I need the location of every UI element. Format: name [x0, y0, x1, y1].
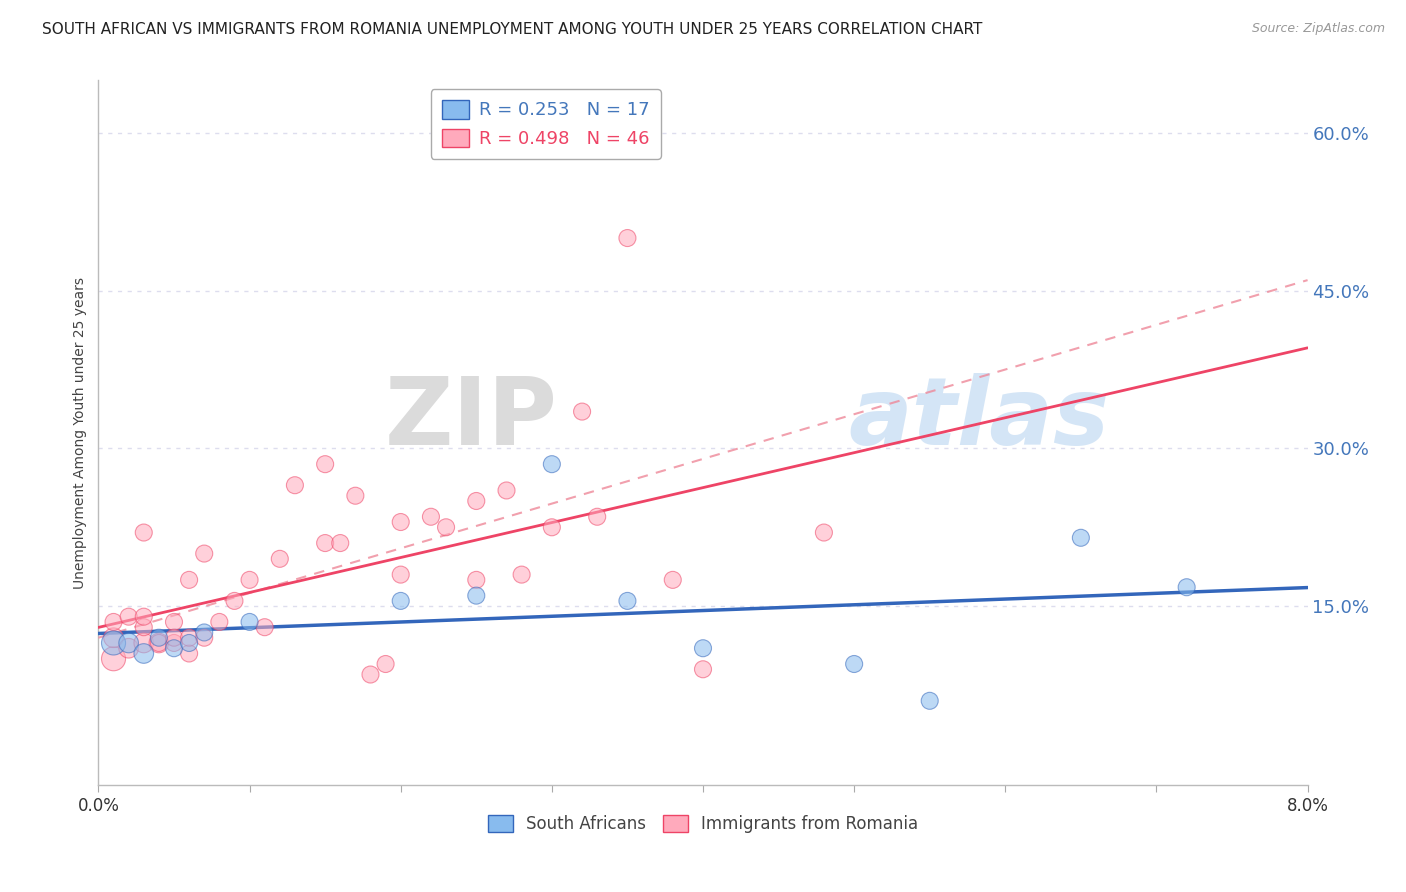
Point	[148, 636, 170, 650]
Point	[813, 525, 835, 540]
Point	[284, 478, 307, 492]
Point	[495, 483, 517, 498]
Y-axis label: Unemployment Among Youth under 25 years: Unemployment Among Youth under 25 years	[73, 277, 87, 589]
Point	[193, 625, 215, 640]
Text: atlas: atlas	[848, 373, 1109, 465]
Point	[132, 620, 155, 634]
Point	[420, 509, 443, 524]
Point	[344, 489, 367, 503]
Point	[314, 457, 336, 471]
Point	[540, 457, 562, 471]
Point	[616, 231, 638, 245]
Point	[253, 620, 276, 634]
Point	[193, 547, 215, 561]
Point	[118, 641, 141, 656]
Point	[163, 615, 186, 629]
Point	[148, 636, 170, 650]
Point	[163, 636, 186, 650]
Point	[540, 520, 562, 534]
Point	[118, 636, 141, 650]
Point	[374, 657, 396, 671]
Point	[434, 520, 457, 534]
Point	[239, 615, 262, 629]
Point	[586, 509, 609, 524]
Point	[571, 404, 593, 418]
Point	[103, 615, 125, 629]
Point	[510, 567, 533, 582]
Point	[389, 567, 412, 582]
Text: Source: ZipAtlas.com: Source: ZipAtlas.com	[1251, 22, 1385, 36]
Point	[239, 573, 262, 587]
Point	[465, 494, 488, 508]
Point	[224, 594, 246, 608]
Point	[389, 515, 412, 529]
Point	[132, 609, 155, 624]
Point	[360, 667, 382, 681]
Point	[465, 573, 488, 587]
Point	[692, 641, 714, 656]
Point	[148, 631, 170, 645]
Point	[163, 631, 186, 645]
Point	[269, 551, 291, 566]
Point	[132, 636, 155, 650]
Point	[179, 573, 201, 587]
Point	[103, 652, 125, 666]
Point	[1070, 531, 1092, 545]
Point	[844, 657, 866, 671]
Point	[103, 636, 125, 650]
Point	[132, 647, 155, 661]
Point	[193, 631, 215, 645]
Point	[179, 647, 201, 661]
Point	[208, 615, 231, 629]
Point	[179, 636, 201, 650]
Point	[314, 536, 336, 550]
Point	[661, 573, 683, 587]
Point	[1175, 580, 1198, 594]
Point	[118, 609, 141, 624]
Point	[616, 594, 638, 608]
Point	[132, 525, 155, 540]
Legend: South Africans, Immigrants from Romania: South Africans, Immigrants from Romania	[481, 808, 925, 840]
Text: ZIP: ZIP	[385, 373, 558, 465]
Point	[103, 631, 125, 645]
Point	[692, 662, 714, 676]
Point	[163, 641, 186, 656]
Point	[918, 694, 941, 708]
Point	[465, 589, 488, 603]
Point	[329, 536, 352, 550]
Point	[179, 631, 201, 645]
Point	[389, 594, 412, 608]
Text: SOUTH AFRICAN VS IMMIGRANTS FROM ROMANIA UNEMPLOYMENT AMONG YOUTH UNDER 25 YEARS: SOUTH AFRICAN VS IMMIGRANTS FROM ROMANIA…	[42, 22, 983, 37]
